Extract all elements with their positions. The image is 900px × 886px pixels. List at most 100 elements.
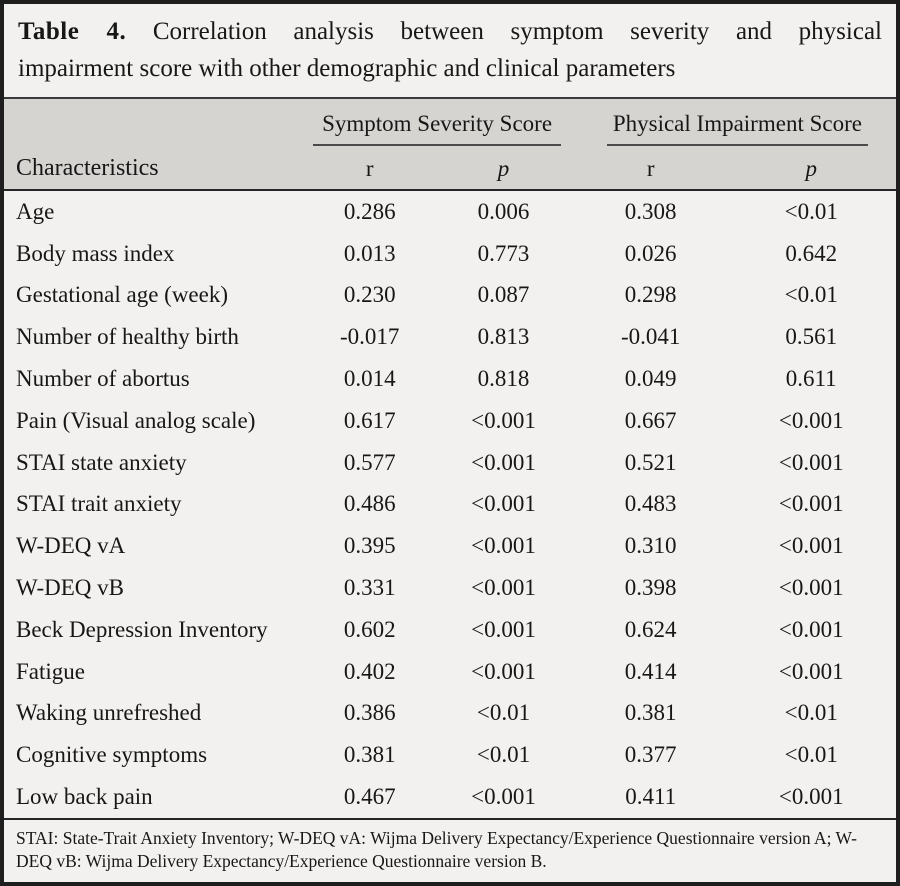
table-row: Number of abortus 0.014 0.818 0.049 0.61…: [4, 358, 896, 400]
cell-symptom-severity-p: <0.001: [471, 575, 536, 601]
cell-symptom-severity-r: 0.286: [343, 198, 396, 224]
cell-characteristic: Age: [16, 198, 55, 224]
cell-symptom-severity-p: <0.001: [471, 449, 536, 475]
cell-symptom-severity-p: <0.001: [471, 616, 536, 642]
cell-characteristic: Gestational age (week): [16, 282, 229, 308]
cell-characteristic: W-DEQ vA: [16, 533, 126, 559]
column-header-characteristics: Characteristics: [16, 155, 159, 181]
cell-physical-impairment-r: 0.667: [624, 407, 677, 433]
cell-physical-impairment-r: 0.049: [624, 366, 677, 392]
header-subcolumn-row: Characteristics r p r p: [4, 155, 896, 189]
cell-symptom-severity-r: 0.602: [343, 616, 396, 642]
cell-characteristic: W-DEQ vB: [16, 575, 124, 601]
cell-symptom-severity-p: <0.001: [471, 784, 536, 810]
group-underline: [313, 137, 561, 146]
cell-physical-impairment-p: 0.611: [785, 366, 837, 392]
table-row: W-DEQ vA 0.395 <0.001 0.310 <0.001: [4, 525, 896, 567]
cell-symptom-severity-r: 0.386: [343, 700, 396, 726]
cell-symptom-severity-r: 0.577: [343, 449, 396, 475]
cell-characteristic: Number of abortus: [16, 366, 190, 392]
table-header: Symptom Severity Score Physical Impairme…: [4, 97, 896, 191]
cell-symptom-severity-p: <0.001: [471, 658, 536, 684]
cell-physical-impairment-p: <0.01: [784, 198, 838, 224]
cell-physical-impairment-p: 0.561: [785, 324, 838, 350]
cell-physical-impairment-p: <0.001: [778, 491, 844, 517]
cell-characteristic: Number of healthy birth: [16, 324, 239, 350]
cell-symptom-severity-r: 0.381: [343, 742, 396, 768]
cell-symptom-severity-r: 0.014: [343, 366, 396, 392]
cell-physical-impairment-r: 0.310: [624, 533, 677, 559]
header-group-row: Symptom Severity Score Physical Impairme…: [4, 111, 896, 155]
table-row: Number of healthy birth -0.017 0.813 -0.…: [4, 316, 896, 358]
table-caption: Table 4. Correlation analysis between sy…: [4, 4, 896, 97]
cell-physical-impairment-r: 0.624: [624, 616, 677, 642]
cell-physical-impairment-r: 0.521: [624, 449, 677, 475]
cell-symptom-severity-p: <0.001: [471, 407, 536, 433]
table-row: Pain (Visual analog scale) 0.617 <0.001 …: [4, 400, 896, 442]
table-row: Cognitive symptoms 0.381 <0.01 0.377 <0.…: [4, 734, 896, 776]
cell-physical-impairment-r: 0.483: [624, 491, 677, 517]
cell-physical-impairment-p: <0.001: [778, 449, 844, 475]
cell-symptom-severity-p: 0.813: [477, 324, 530, 350]
cell-characteristic: Fatigue: [16, 658, 85, 684]
table-row: W-DEQ vB 0.331 <0.001 0.398 <0.001: [4, 567, 896, 609]
cell-symptom-severity-p: <0.01: [476, 700, 531, 726]
caption-line-1: Table 4. Correlation analysis between sy…: [18, 13, 882, 50]
cell-characteristic: Cognitive symptoms: [16, 742, 208, 768]
cell-physical-impairment-r: 0.026: [624, 240, 677, 266]
cell-characteristic: Waking unrefreshed: [16, 700, 202, 726]
cell-physical-impairment-p: <0.001: [778, 784, 844, 810]
column-header-ss-p: p: [497, 156, 510, 181]
cell-symptom-severity-r: 0.486: [343, 491, 396, 517]
cell-physical-impairment-r: -0.041: [620, 324, 681, 350]
table-row: Age 0.286 0.006 0.308 <0.01: [4, 191, 896, 233]
cell-symptom-severity-r: 0.617: [343, 407, 396, 433]
cell-characteristic: Low back pain: [16, 784, 153, 810]
table-body: Age 0.286 0.006 0.308 <0.01 Body mass in…: [4, 191, 896, 818]
cell-symptom-severity-r: 0.467: [343, 784, 396, 810]
column-header-pi-p: p: [805, 156, 817, 181]
cell-characteristic: STAI trait anxiety: [16, 491, 182, 517]
cell-physical-impairment-p: <0.01: [784, 742, 838, 768]
cell-characteristic: Pain (Visual analog scale): [16, 407, 256, 433]
cell-physical-impairment-r: 0.381: [624, 700, 677, 726]
table-row: Beck Depression Inventory 0.602 <0.001 0…: [4, 609, 896, 651]
table-number-label: Table 4.: [18, 18, 127, 45]
cell-physical-impairment-r: 0.411: [625, 784, 677, 810]
cell-symptom-severity-r: 0.331: [343, 575, 396, 601]
table-row: Waking unrefreshed 0.386 <0.01 0.381 <0.…: [4, 693, 896, 735]
cell-physical-impairment-p: <0.01: [784, 700, 838, 726]
cell-characteristic: Body mass index: [16, 240, 175, 266]
cell-physical-impairment-r: 0.398: [624, 575, 677, 601]
table-row: Gestational age (week) 0.230 0.087 0.298…: [4, 275, 896, 317]
group-underline: [606, 137, 868, 146]
cell-physical-impairment-p: <0.001: [778, 658, 844, 684]
cell-symptom-severity-p: 0.818: [477, 366, 530, 392]
cell-symptom-severity-p: <0.001: [471, 491, 536, 517]
cell-symptom-severity-p: 0.006: [477, 198, 530, 224]
cell-physical-impairment-r: 0.377: [624, 742, 677, 768]
cell-physical-impairment-r: 0.414: [624, 658, 677, 684]
cell-symptom-severity-p: <0.01: [476, 742, 531, 768]
cell-symptom-severity-p: 0.773: [477, 240, 530, 266]
group-symptom-severity: Symptom Severity Score: [313, 111, 561, 155]
cell-symptom-severity-r: 0.402: [343, 658, 396, 684]
cell-symptom-severity-p: <0.001: [471, 533, 536, 559]
cell-symptom-severity-p: 0.087: [477, 282, 530, 308]
cell-symptom-severity-r: -0.017: [339, 324, 400, 350]
caption-line-2: impairment score with other demographic …: [18, 55, 676, 82]
cell-symptom-severity-r: 0.230: [343, 282, 396, 308]
cell-symptom-severity-r: 0.395: [343, 533, 396, 559]
cell-physical-impairment-p: <0.001: [778, 533, 844, 559]
cell-characteristic: Beck Depression Inventory: [16, 616, 268, 642]
table-row: Low back pain 0.467 <0.001 0.411 <0.001: [4, 776, 896, 818]
column-header-ss-r: r: [365, 156, 374, 181]
cell-symptom-severity-r: 0.013: [343, 240, 396, 266]
cell-physical-impairment-p: <0.001: [778, 407, 844, 433]
group-physical-impairment: Physical Impairment Score: [606, 111, 868, 155]
cell-physical-impairment-r: 0.298: [624, 282, 677, 308]
cell-physical-impairment-p: <0.001: [778, 575, 844, 601]
table-row: STAI state anxiety 0.577 <0.001 0.521 <0…: [4, 442, 896, 484]
table-row: Body mass index 0.013 0.773 0.026 0.642: [4, 233, 896, 275]
